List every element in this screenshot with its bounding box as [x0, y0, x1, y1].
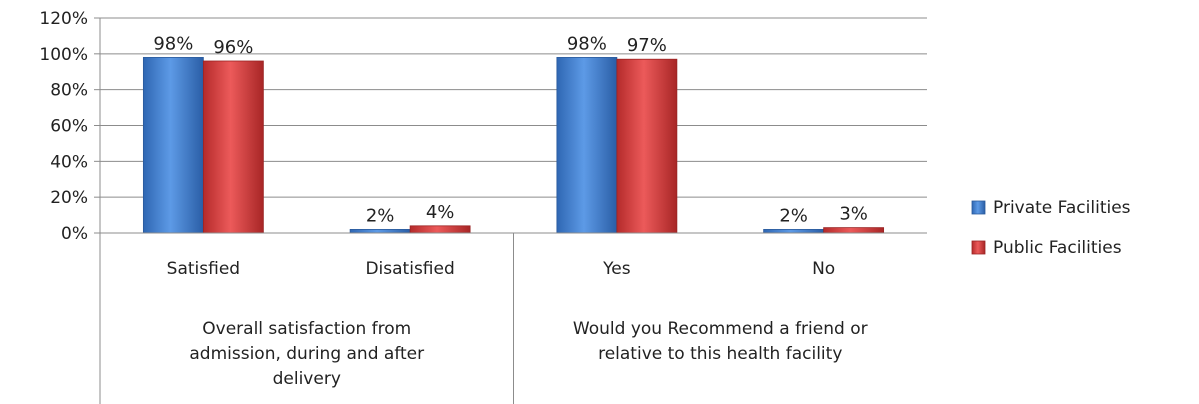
group-label: Would you Recommend a friend or [573, 319, 868, 339]
data-label: 98% [567, 33, 607, 54]
y-tick-label: 40% [50, 152, 88, 172]
category-label: No [812, 259, 835, 279]
data-label: 3% [839, 204, 868, 225]
bar [763, 229, 825, 234]
data-label: 2% [366, 205, 395, 226]
data-label: 97% [627, 35, 667, 56]
bars: 98% 96% 2% 4% 98% 97% 2% 3% [142, 33, 885, 234]
x-axis: Satisfied Disatisfied Yes No Overall satisfa… [100, 232, 927, 404]
legend-label: Private Facilities [993, 198, 1131, 218]
group-label: delivery [273, 369, 341, 389]
y-axis: 0% 20% 40% 60% 80% 100% 120% [39, 9, 101, 404]
bar [409, 225, 471, 234]
legend-swatch [971, 200, 986, 215]
bar [142, 57, 204, 234]
bar [823, 227, 885, 234]
data-label: 98% [153, 33, 193, 54]
category-label: Disatisfied [365, 259, 454, 279]
data-label: 96% [213, 37, 253, 58]
group-label: admission, during and after [189, 344, 424, 364]
bar [349, 229, 411, 234]
bar [616, 58, 678, 234]
data-label: 4% [426, 202, 455, 223]
legend-swatch [971, 240, 986, 255]
legend: Private Facilities Public Facilities [971, 198, 1131, 258]
y-tick-label: 120% [39, 9, 88, 29]
legend-label: Public Facilities [993, 238, 1122, 258]
bar [556, 57, 618, 234]
category-label: Satisfied [167, 259, 240, 279]
bar [202, 60, 264, 234]
y-tick-label: 100% [39, 45, 88, 65]
y-tick-label: 60% [50, 117, 88, 137]
y-tick-label: 80% [50, 81, 88, 101]
data-label: 2% [779, 205, 808, 226]
y-tick-label: 0% [61, 224, 88, 244]
category-label: Yes [602, 259, 631, 279]
group-label: Overall satisfaction from [202, 319, 411, 339]
group-label: relative to this health facility [598, 344, 842, 364]
y-tick-label: 20% [50, 188, 88, 208]
